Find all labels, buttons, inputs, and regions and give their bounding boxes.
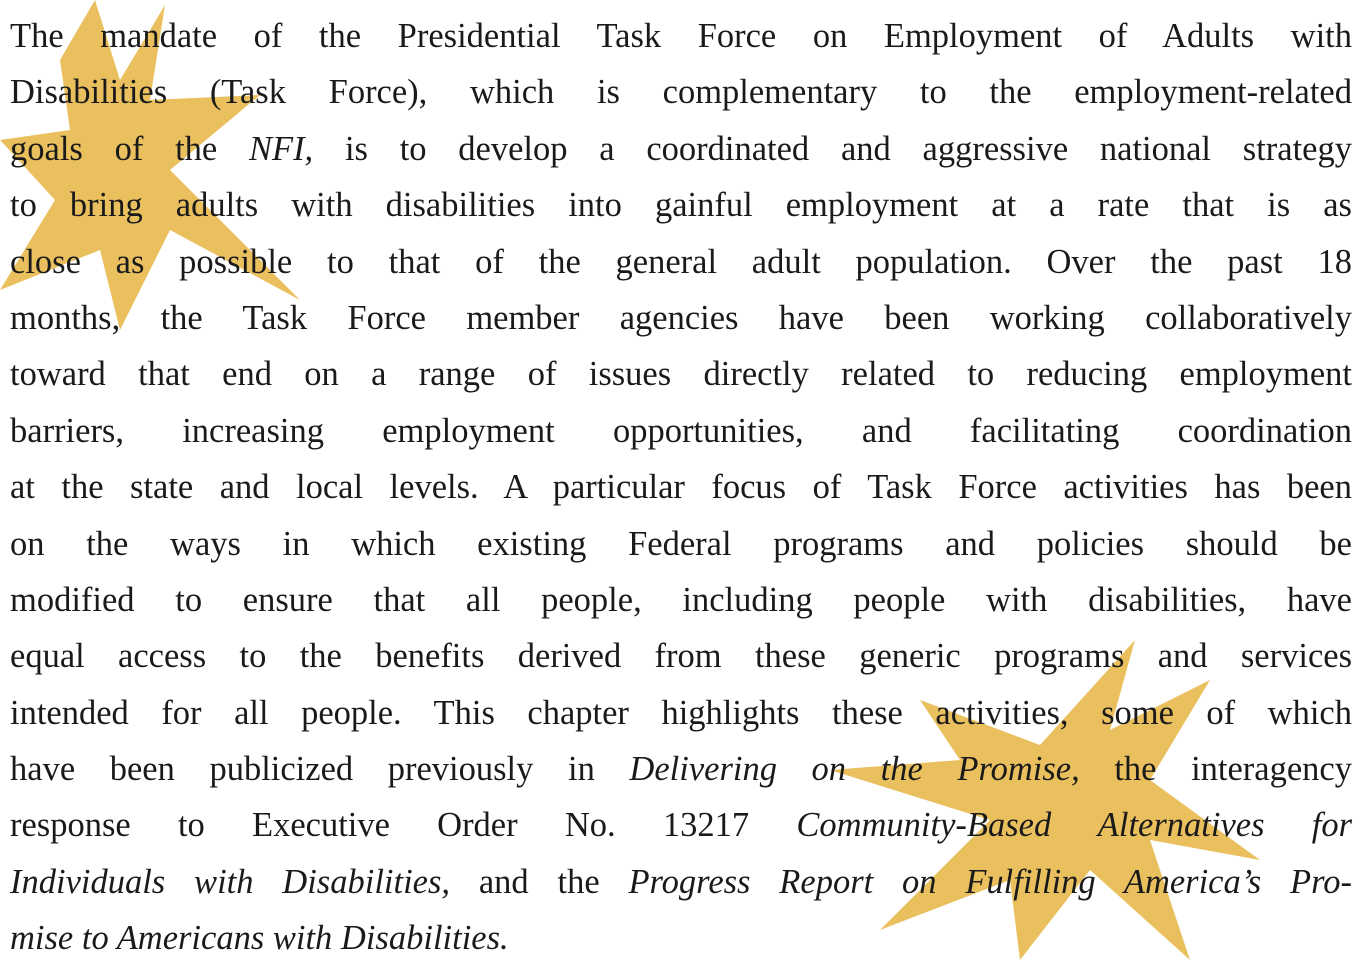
italic-run: NFI, — [249, 130, 313, 168]
text-line: on the ways in which existing Federal pr… — [10, 516, 1352, 572]
text-line: close as possible to that of the general… — [10, 234, 1352, 290]
text-line: The mandate of the Presidential Task For… — [10, 8, 1352, 64]
text-line: goals of the NFI, is to develop a coordi… — [10, 121, 1352, 177]
text-line: to bring adults with disabilities into g… — [10, 177, 1352, 233]
text-run: Disabilities (Task Force), which is comp… — [10, 73, 1352, 111]
text-run: months, the Task Force member agencies h… — [10, 299, 1352, 337]
text-run: at the state and local levels. A particu… — [10, 468, 1352, 506]
italic-run: Delivering on the Promise, — [629, 750, 1079, 788]
text-run: the interagency — [1080, 750, 1352, 788]
text-run: is to develop a coordinated and aggressi… — [313, 130, 1352, 168]
text-line: months, the Task Force member agencies h… — [10, 290, 1352, 346]
italic-run: Community-Based Alternatives for — [796, 806, 1352, 844]
text-line: toward that end on a range of issues dir… — [10, 346, 1352, 402]
text-line: intended for all people. This chapter hi… — [10, 685, 1352, 741]
text-run: on the ways in which existing Federal pr… — [10, 525, 1352, 563]
text-run: equal access to the benefits derived fro… — [10, 637, 1352, 675]
text-run: toward that end on a range of issues dir… — [10, 355, 1352, 393]
text-run: have been publicized previously in — [10, 750, 629, 788]
page: {"paragraph": {"lines": [ {"runs": [{"te… — [0, 0, 1366, 960]
text-line: have been publicized previously in Deliv… — [10, 741, 1352, 797]
paragraph: The mandate of the Presidential Task For… — [10, 8, 1352, 967]
text-line: equal access to the benefits derived fro… — [10, 628, 1352, 684]
text-line: barriers, increasing employment opportun… — [10, 403, 1352, 459]
text-line: at the state and local levels. A particu… — [10, 459, 1352, 515]
text-line: modified to ensure that all people, incl… — [10, 572, 1352, 628]
text-run: to bring adults with disabilities into g… — [10, 186, 1352, 224]
text-run: intended for all people. This chapter hi… — [10, 694, 1352, 732]
italic-run: Progress Report on Fulfilling America’s … — [628, 863, 1352, 901]
text-run: The mandate of the Presidential Task For… — [10, 17, 1352, 55]
italic-run: mise to Americans with Disabilities. — [10, 919, 509, 957]
text-line: Individuals with Disabilities, and the P… — [10, 854, 1352, 910]
text-line: Disabilities (Task Force), which is comp… — [10, 64, 1352, 120]
italic-run: Individuals with Disabilities, — [10, 863, 450, 901]
text-run: and the — [450, 863, 628, 901]
text-line: response to Executive Order No. 13217 Co… — [10, 797, 1352, 853]
text-run: close as possible to that of the general… — [10, 243, 1352, 281]
text-run: modified to ensure that all people, incl… — [10, 581, 1352, 619]
text-line: mise to Americans with Disabilities. — [10, 910, 1352, 966]
text-run: goals of the — [10, 130, 249, 168]
text-run: barriers, increasing employment opportun… — [10, 412, 1352, 450]
text-run: response to Executive Order No. 13217 — [10, 806, 796, 844]
